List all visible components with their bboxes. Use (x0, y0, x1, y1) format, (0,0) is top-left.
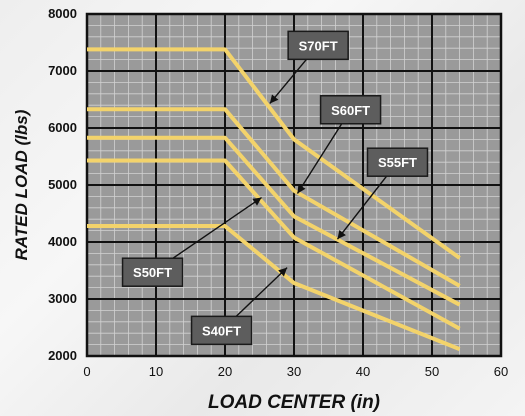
y-tick-label: 3000 (48, 291, 77, 306)
series-line-s70ft (87, 47, 461, 260)
y-tick-label: 5000 (48, 177, 77, 192)
x-tick-label: 40 (356, 364, 370, 379)
annotations: S70FT S60FT S55FT S50FT S40FT (121, 30, 429, 346)
annotation-arrow (269, 58, 308, 104)
annotation-label-s55ft: S55FT (378, 155, 417, 170)
x-tick-label: 10 (149, 364, 163, 379)
annotation-arrow (336, 175, 388, 240)
annotation-label-s40ft: S40FT (202, 323, 241, 338)
series-line-s40ft (87, 224, 461, 352)
annotation-box (319, 95, 382, 125)
x-tick-label: 50 (425, 364, 439, 379)
y-tick-label: 2000 (48, 348, 77, 363)
plot-frame (85, 12, 503, 358)
annotation-box (366, 147, 429, 177)
x-tick-label: 0 (83, 364, 90, 379)
series-line-s60ft (87, 107, 461, 288)
annotation-label-s70ft: S70FT (299, 38, 338, 53)
annotation-box (287, 30, 349, 61)
tick-labels: 0 10 20 30 40 50 60 2000 3000 4000 5000 6000 7000 800… (48, 6, 508, 379)
y-tick-label: 8000 (48, 6, 77, 21)
y-axis-title: RATED LOAD (lbs) (12, 109, 31, 260)
annotation-arrow (296, 123, 343, 194)
x-tick-label: 30 (287, 364, 301, 379)
y-tick-label: 6000 (48, 120, 77, 135)
annotation-box (121, 257, 184, 287)
y-tick-label: 7000 (48, 63, 77, 78)
annotation-box (190, 315, 253, 346)
x-tick-label: 60 (494, 364, 508, 379)
series-line-s55ft (87, 135, 461, 307)
annotation-label-s50ft: S50FT (133, 265, 172, 280)
annotation-label-s60ft: S60FT (331, 103, 370, 118)
annotation-arrow (172, 196, 262, 259)
plot-area (85, 12, 503, 358)
y-tick-label: 4000 (48, 234, 77, 249)
x-tick-label: 20 (218, 364, 232, 379)
x-axis-title: LOAD CENTER (in) (208, 392, 380, 413)
annotation-arrow (235, 267, 288, 317)
